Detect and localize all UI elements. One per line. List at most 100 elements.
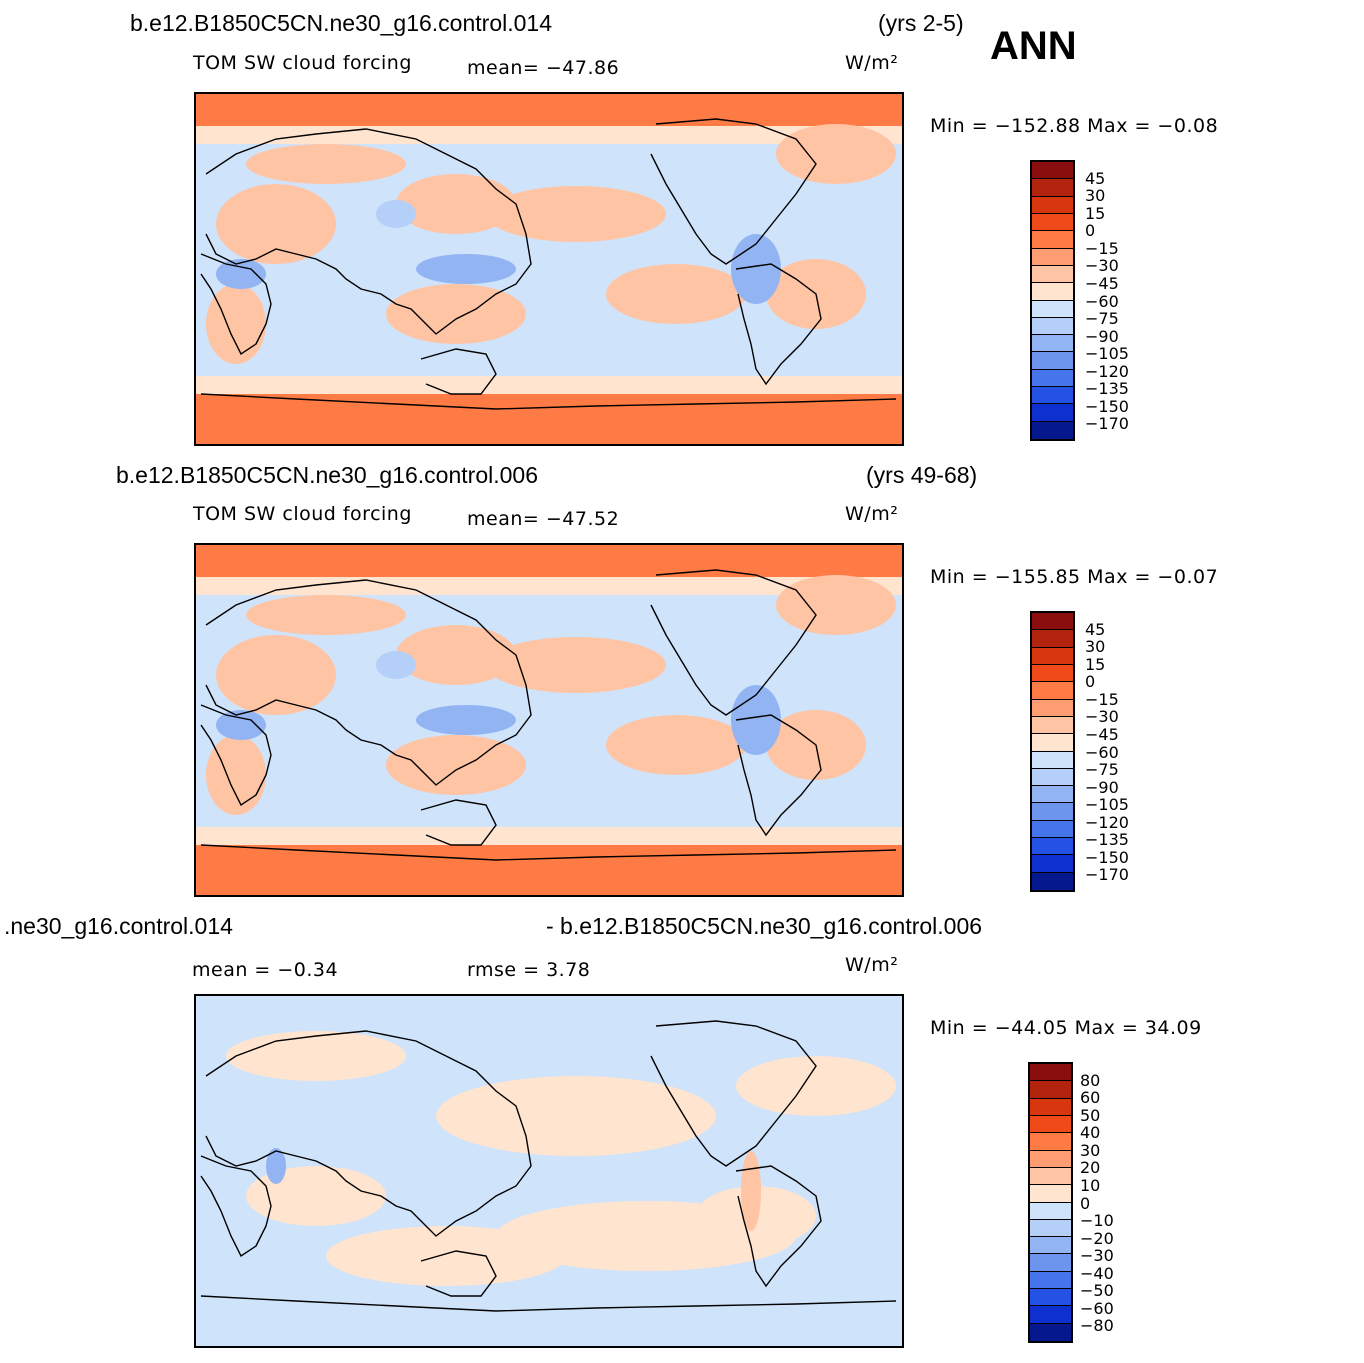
colorbar-swatch [1032, 838, 1073, 856]
colorbar-swatch [1032, 162, 1073, 180]
colorbar-swatch [1032, 734, 1073, 752]
colorbar-label: −30 [1085, 256, 1119, 276]
colorbar-label: −45 [1085, 273, 1119, 293]
colorbar-label: −10 [1080, 1211, 1114, 1231]
colorbar-label: −135 [1085, 379, 1129, 399]
colorbar-swatch [1030, 1202, 1071, 1220]
colorbar-swatch [1030, 1271, 1071, 1290]
colorbar-label: −150 [1085, 396, 1129, 416]
colorbar-swatch [1030, 1323, 1071, 1341]
panel2-map [194, 543, 904, 897]
colorbar-swatch [1032, 317, 1073, 336]
colorbar-swatch [1032, 421, 1073, 439]
colorbar-label: −75 [1085, 760, 1119, 780]
panel1-years: (yrs 2-5) [878, 10, 964, 36]
colorbar-swatch [1032, 699, 1073, 717]
panel3-map [194, 994, 904, 1348]
colorbar-swatch [1032, 872, 1073, 890]
colorbar-label: 40 [1080, 1123, 1101, 1143]
panel2-minmax: Min = −155.85 Max = −0.07 [930, 566, 1219, 588]
colorbar-swatch [1032, 335, 1073, 353]
season-label: ANN [990, 24, 1077, 68]
colorbar-swatch [1032, 803, 1073, 821]
colorbar-swatch [1030, 1098, 1071, 1116]
colorbar-swatch [1030, 1237, 1071, 1255]
colorbar-label: −170 [1085, 865, 1129, 885]
panel2-units: W/m² [845, 503, 899, 525]
colorbar-label: 15 [1085, 203, 1106, 223]
colorbar-swatch [1032, 647, 1073, 665]
colorbar-label: −90 [1085, 326, 1119, 346]
panel2-case-title: b.e12.B1850C5CN.ne30_g16.control.006 [116, 462, 538, 488]
panel3-units: W/m² [845, 954, 899, 976]
colorbar-swatch [1032, 300, 1073, 318]
panel1-units: W/m² [845, 52, 899, 74]
colorbar-label: −90 [1085, 777, 1119, 797]
colorbar-label: 30 [1085, 186, 1106, 206]
colorbar-swatch [1032, 179, 1073, 197]
colorbar-label: −105 [1085, 344, 1129, 364]
colorbar-swatch [1032, 213, 1073, 232]
colorbar-label: −30 [1085, 707, 1119, 727]
colorbar-label: 80 [1080, 1070, 1101, 1090]
colorbar-swatch [1030, 1185, 1071, 1203]
colorbar-label: −20 [1080, 1228, 1114, 1248]
colorbar-label: 60 [1080, 1088, 1101, 1108]
colorbar-swatch [1032, 613, 1073, 631]
panel2-field-label: TOM SW cloud forcing [193, 503, 412, 525]
panel1-mean: mean= −47.86 [467, 57, 620, 79]
colorbar-label: 20 [1080, 1158, 1101, 1178]
panel1-field-label: TOM SW cloud forcing [193, 52, 412, 74]
colorbar-label: −75 [1085, 309, 1119, 329]
colorbar-swatch [1030, 1289, 1071, 1307]
colorbar-swatch [1030, 1115, 1071, 1134]
panel1-colorbar [1030, 160, 1075, 441]
colorbar-label: 15 [1085, 654, 1106, 674]
colorbar-label: 45 [1085, 619, 1106, 639]
colorbar-label: 45 [1085, 168, 1106, 188]
colorbar-label: 0 [1080, 1193, 1091, 1213]
colorbar-label: 50 [1080, 1105, 1101, 1125]
colorbar-label: −50 [1080, 1281, 1114, 1301]
colorbar-swatch [1030, 1150, 1071, 1168]
panel3-case-title-right: - b.e12.B1850C5CN.ne30_g16.control.006 [546, 913, 983, 939]
colorbar-swatch [1030, 1064, 1071, 1082]
colorbar-swatch [1030, 1254, 1071, 1272]
panel3-colorbar [1028, 1062, 1073, 1343]
colorbar-swatch [1032, 768, 1073, 787]
colorbar-swatch [1032, 387, 1073, 405]
colorbar-swatch [1032, 265, 1073, 284]
colorbar-label: −150 [1085, 847, 1129, 867]
colorbar-label: −15 [1085, 689, 1119, 709]
colorbar-swatch [1032, 369, 1073, 388]
colorbar-swatch [1030, 1219, 1071, 1238]
colorbar-swatch [1032, 820, 1073, 839]
colorbar-label: 0 [1085, 221, 1096, 241]
colorbar-label: 30 [1085, 637, 1106, 657]
colorbar-label: −15 [1085, 238, 1119, 258]
colorbar-label: −105 [1085, 795, 1129, 815]
colorbar-swatch [1032, 855, 1073, 873]
colorbar-swatch [1032, 352, 1073, 370]
panel2-years: (yrs 49-68) [866, 462, 978, 488]
colorbar-label: −120 [1085, 812, 1129, 832]
colorbar-label: −120 [1085, 361, 1129, 381]
colorbar-swatch [1032, 283, 1073, 301]
colorbar-swatch [1030, 1081, 1071, 1099]
colorbar-label: −60 [1085, 291, 1119, 311]
panel2-mean: mean= −47.52 [467, 508, 620, 530]
colorbar-label: −60 [1085, 742, 1119, 762]
colorbar-swatch [1032, 630, 1073, 648]
colorbar-swatch [1032, 404, 1073, 422]
colorbar-swatch [1032, 248, 1073, 266]
panel1-case-title: b.e12.B1850C5CN.ne30_g16.control.014 [130, 10, 552, 36]
colorbar-swatch [1030, 1306, 1071, 1324]
colorbar-label: −30 [1080, 1246, 1114, 1266]
colorbar-swatch [1032, 664, 1073, 683]
colorbar-swatch [1030, 1133, 1071, 1151]
colorbar-swatch [1032, 196, 1073, 214]
colorbar-label: −135 [1085, 830, 1129, 850]
colorbar-swatch [1032, 751, 1073, 769]
panel3-mean: mean = −0.34 [192, 959, 339, 981]
colorbar-label: −170 [1085, 414, 1129, 434]
